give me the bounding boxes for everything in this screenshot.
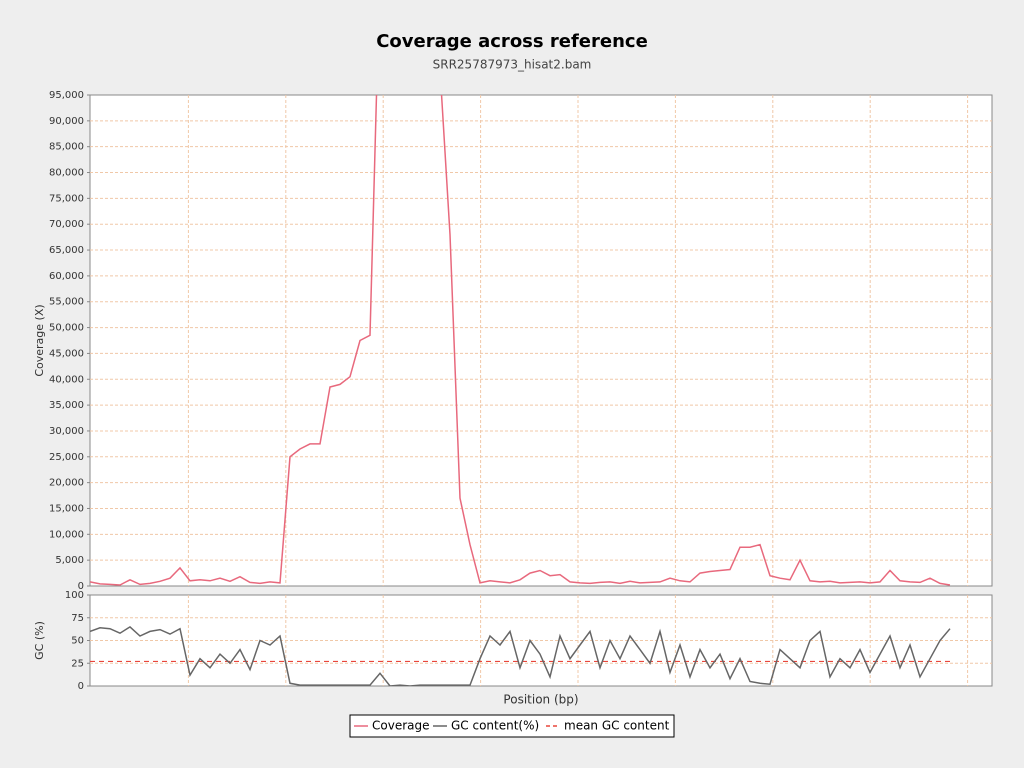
chart-title: Coverage across reference (376, 31, 648, 52)
y-tick-label: 65,000 (49, 245, 84, 256)
y-tick-label: 60,000 (49, 271, 84, 282)
y-tick-label: 75,000 (49, 193, 84, 204)
y-tick-label: 45,000 (49, 348, 84, 359)
y-tick-label: 0 (78, 681, 84, 692)
chart-subtitle: SRR25787973_hisat2.bam (433, 58, 592, 72)
y-tick-label: 70,000 (49, 219, 84, 230)
y-tick-label: 30,000 (49, 426, 84, 437)
y-tick-label: 75 (71, 613, 84, 624)
y-tick-label: 50 (71, 636, 84, 647)
y-tick-label: 25,000 (49, 452, 84, 463)
y-tick-label: 5,000 (55, 555, 84, 566)
y-axis-label: Coverage (X) (33, 304, 46, 376)
y-tick-label: 15,000 (49, 503, 84, 514)
y-tick-label: 10,000 (49, 529, 84, 540)
y-tick-label: 95,000 (49, 90, 84, 101)
x-axis-label: Position (bp) (503, 693, 578, 707)
y-tick-label: 40,000 (49, 374, 84, 385)
legend-label: Coverage (372, 719, 430, 733)
y-tick-label: 85,000 (49, 142, 84, 153)
y-tick-label: 90,000 (49, 116, 84, 127)
legend-label: GC content(%) (451, 719, 539, 733)
series-line (90, 95, 951, 586)
y-tick-label: 0 (78, 581, 84, 592)
y-axis-label: GC (%) (33, 621, 46, 660)
legend-label: mean GC content (564, 719, 670, 733)
y-tick-label: 50,000 (49, 323, 84, 334)
y-tick-label: 55,000 (49, 297, 84, 308)
y-tick-label: 80,000 (49, 168, 84, 179)
y-tick-label: 35,000 (49, 400, 84, 411)
plot-area (89, 94, 993, 587)
y-tick-label: 25 (71, 658, 84, 669)
legend-box (349, 714, 675, 738)
y-tick-label: 100 (65, 590, 84, 601)
series-line (90, 625, 951, 686)
y-tick-label: 20,000 (49, 478, 84, 489)
